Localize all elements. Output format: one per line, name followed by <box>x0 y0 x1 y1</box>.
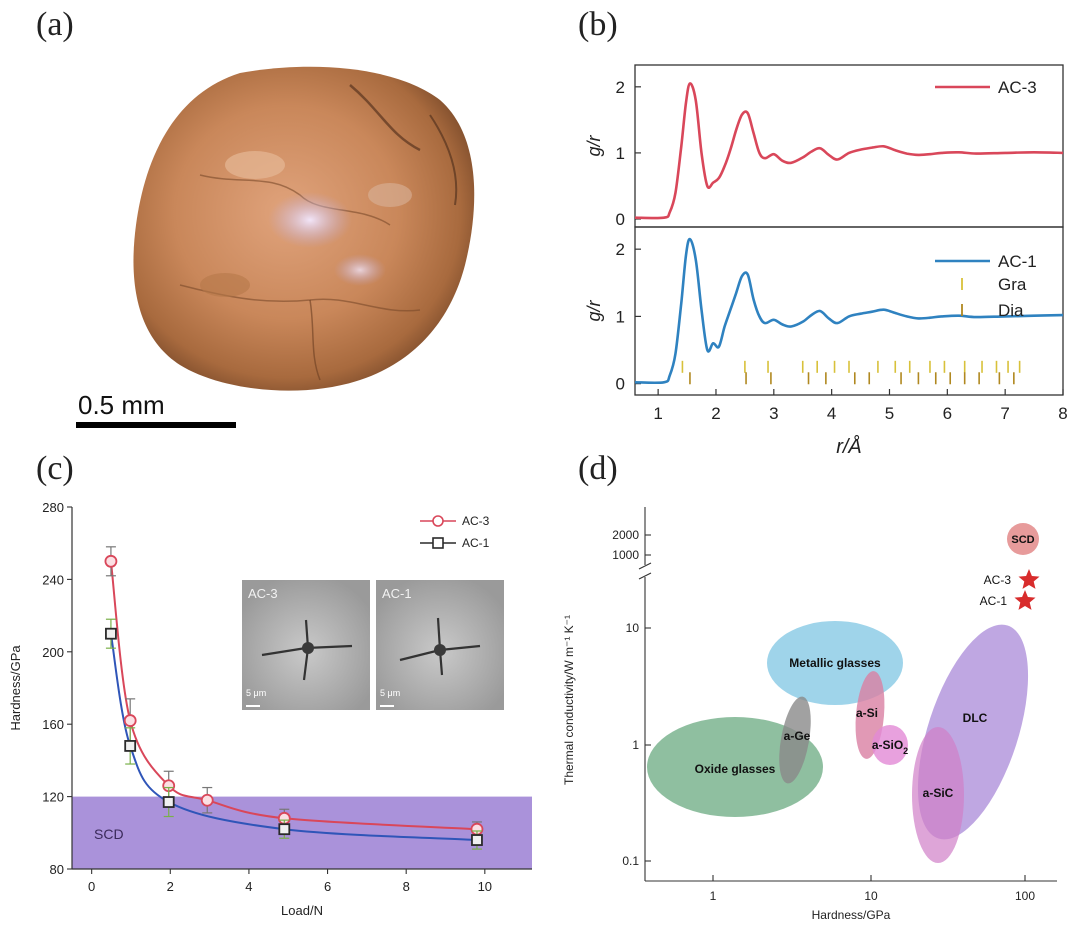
x-tick-label: 4 <box>827 404 836 423</box>
data-point-ac-1 <box>124 740 137 752</box>
legend-marker-ac-3 <box>432 515 444 527</box>
y-tick-label: 120 <box>42 790 64 805</box>
fit-curve-ac-3 <box>109 561 478 831</box>
point-label-scd: SCD <box>1011 534 1034 546</box>
x-tick-label: 7 <box>1000 404 1009 423</box>
y-tick-label: 0 <box>616 210 625 229</box>
panel-c-chart: SCD 80 120 160 200 240 280 0 2 4 6 8 10 Load/N Hardnes… <box>8 500 532 918</box>
data-point-ac-1 <box>105 627 117 640</box>
series-line-ac-1 <box>634 237 1064 385</box>
x-tick-label: 1 <box>710 889 717 903</box>
x-tick-label: 3 <box>769 404 778 423</box>
panel-b-label: (b) <box>578 6 618 43</box>
panel-a-label: (a) <box>36 6 74 43</box>
scd-band-label: SCD <box>94 826 124 842</box>
y-tick-label: 240 <box>42 572 64 587</box>
x-tick-label: 8 <box>403 879 410 894</box>
legend-label-ac1: AC-1 <box>998 252 1037 271</box>
x-tick-label: 100 <box>1015 889 1035 903</box>
region-label-a-si: a-Si <box>856 706 878 720</box>
region-a-sic <box>912 727 964 863</box>
y-tick-label: 160 <box>42 717 64 732</box>
y-axis-label: g/r <box>584 134 604 156</box>
scd-band <box>72 796 532 869</box>
plot-frame-bottom <box>634 226 1064 396</box>
x-tick-label: 8 <box>1058 404 1067 423</box>
panel-d-chart: 1 10 100 0.1 1 10 1000 2000 Hardness/GPa Thermal … <box>562 507 1057 922</box>
inset-label-ac3: AC-3 <box>248 586 278 601</box>
x-tick-label: 1 <box>653 404 662 423</box>
x-axis-label: Load/N <box>281 903 323 918</box>
y-tick-label: 0.1 <box>622 854 639 868</box>
x-axis-label: r/Å <box>836 435 862 458</box>
x-tick-label: 4 <box>245 879 252 894</box>
x-tick-label: 5 <box>885 404 894 423</box>
y-axis-label: Hardness/GPa <box>8 645 23 731</box>
region-label-oxide-glasses: Oxide glasses <box>695 762 776 776</box>
legend-label-gra: Gra <box>998 275 1027 294</box>
x-tick-label: 6 <box>943 404 952 423</box>
y-tick-label: 2 <box>616 240 625 259</box>
region-oxide-glasses <box>647 717 823 817</box>
region-label-metallic-glasses: Metallic glasses <box>789 656 881 670</box>
data-point-ac-3 <box>123 714 137 727</box>
y-tick-label: 1 <box>616 307 625 326</box>
region-a-ge <box>779 696 811 784</box>
point-star-ac-1 <box>1014 590 1036 610</box>
series-line-ac-3 <box>634 82 1064 220</box>
x-tick-label: 6 <box>324 879 331 894</box>
y-tick-label: 0 <box>616 375 625 394</box>
y-tick-label: 1 <box>632 738 639 752</box>
inset-scale-right: 5 μm <box>380 688 401 698</box>
x-tick-label: 10 <box>864 889 878 903</box>
point-star-ac-3 <box>1018 569 1040 589</box>
legend-label-ac3: AC-3 <box>998 78 1037 97</box>
legend-label-ac-3: AC-3 <box>462 514 490 528</box>
y-tick-label: 200 <box>42 645 64 660</box>
x-axis-label: Hardness/GPa <box>812 908 891 922</box>
point-scd <box>1007 523 1039 555</box>
inset-label-ac1: AC-1 <box>382 586 412 601</box>
legend-label-ac-1: AC-1 <box>462 536 490 550</box>
region-label-a-ge: a-Ge <box>784 729 811 743</box>
x-tick-label: 0 <box>88 879 95 894</box>
panel-b-chart: 0 1 2 g/r 0 1 2 g/r 1 2 3 4 5 6 7 8 r/Å AC-3 AC-1 Gra Dia <box>584 64 1068 458</box>
inset-scale-left: 5 μm <box>246 688 267 698</box>
y-tick-label: 80 <box>50 862 64 877</box>
data-point-ac-1 <box>471 834 483 846</box>
y-tick-label: 1 <box>616 144 625 163</box>
y-tick-label: 2000 <box>612 528 639 542</box>
fit-curve-ac-1 <box>109 633 478 841</box>
y-tick-label: 2 <box>616 78 625 97</box>
x-tick-label: 10 <box>478 879 492 894</box>
panel-c-label: (c) <box>36 450 74 487</box>
data-point-ac-3 <box>200 793 214 807</box>
y-tick-label: 280 <box>42 500 64 515</box>
axis-break-mark <box>638 562 652 580</box>
x-tick-label: 2 <box>711 404 720 423</box>
x-tick-label: 2 <box>167 879 174 894</box>
y-tick-label: 1000 <box>612 548 639 562</box>
data-point-ac-1 <box>162 796 175 808</box>
legend-label-dia: Dia <box>998 301 1024 320</box>
panel-a-photo <box>76 66 475 428</box>
scale-bar-label: 0.5 mm <box>78 390 165 420</box>
region-label-a-sic: a-SiC <box>923 786 954 800</box>
data-point-ac-3 <box>104 554 118 568</box>
legend-marker-ac-1 <box>432 537 444 549</box>
y-axis-label: Thermal conductivity/W m⁻¹ K⁻¹ <box>562 615 576 785</box>
region-label-dlc: DLC <box>963 711 988 725</box>
region-label-subscript: 2 <box>903 746 908 756</box>
data-point-ac-1 <box>278 823 291 836</box>
point-label-ac-3: AC-3 <box>984 573 1012 587</box>
region-label-a-sio: a-SiO2 <box>872 738 908 756</box>
inset-micrographs: AC-3 AC-1 5 μm 5 μm <box>242 580 504 710</box>
y-axis-label: g/r <box>584 299 604 321</box>
panel-d-label: (d) <box>578 450 618 487</box>
point-label-ac-1: AC-1 <box>980 594 1008 608</box>
y-tick-label: 10 <box>626 621 640 635</box>
region-a-sio <box>872 725 908 765</box>
